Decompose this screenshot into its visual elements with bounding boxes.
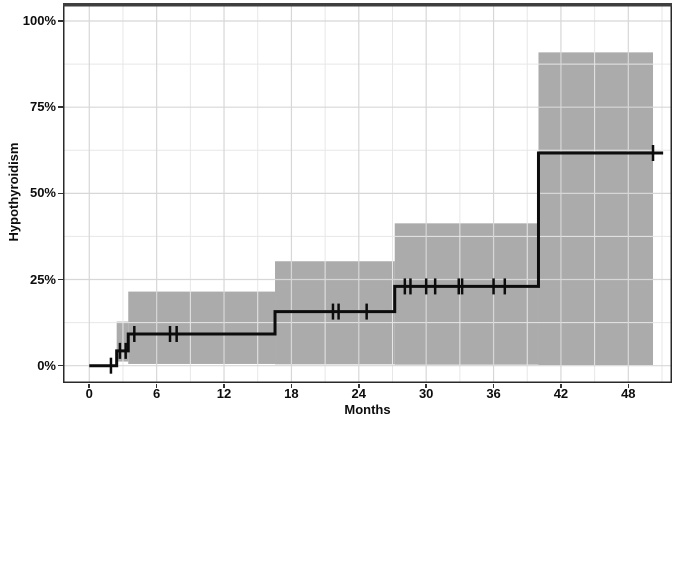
confidence-band-segment (128, 291, 276, 364)
x-tick-label: 42 (553, 386, 569, 401)
x-tick-label: 36 (486, 386, 501, 401)
x-tick-label: 0 (85, 386, 93, 401)
main-plot: Hypothyroidism 0% 25% 50% 75% 100% 0 6 12 18 24 3… (6, 3, 672, 417)
y-tick-mark (57, 278, 63, 281)
x-tick-label: 6 (153, 386, 161, 401)
y-tick-label: 100% (22, 12, 56, 28)
risk-table: Number at risk: n (%) Strata 23 (100)17 … (0, 420, 677, 575)
x-tick-mark (357, 383, 360, 388)
y-tick-label: 0% (37, 357, 56, 373)
x-tick-mark (88, 383, 91, 388)
y-tick-mark (57, 20, 63, 22)
survival-step-curve (89, 151, 664, 368)
x-tick-mark (627, 383, 630, 388)
y-tick-label: 25% (29, 271, 56, 287)
y-tick-mark (57, 192, 63, 195)
x-tick-mark (155, 383, 158, 388)
x-tick-label: 12 (216, 386, 232, 401)
confidence-band-segment (394, 223, 539, 365)
confidence-band-segment (116, 321, 129, 362)
y-tick-mark (57, 364, 63, 367)
x-tick-label: 18 (284, 386, 299, 401)
x-tick-mark (290, 383, 293, 388)
survival-curve-canvas (63, 3, 672, 383)
x-axis-title: Months (344, 402, 391, 417)
confidence-band-segment (538, 52, 654, 366)
y-tick-label: 75% (29, 99, 56, 115)
x-tick-label: 48 (621, 386, 636, 401)
y-tick-mark (57, 106, 63, 108)
x-tick-label: 24 (351, 386, 367, 401)
y-tick-label: 50% (29, 185, 56, 201)
x-tick-mark (560, 383, 562, 388)
x-tick-mark (492, 383, 495, 388)
x-tick-mark (223, 383, 225, 388)
x-tick-label: 30 (418, 386, 434, 401)
x-tick-mark (425, 383, 427, 388)
